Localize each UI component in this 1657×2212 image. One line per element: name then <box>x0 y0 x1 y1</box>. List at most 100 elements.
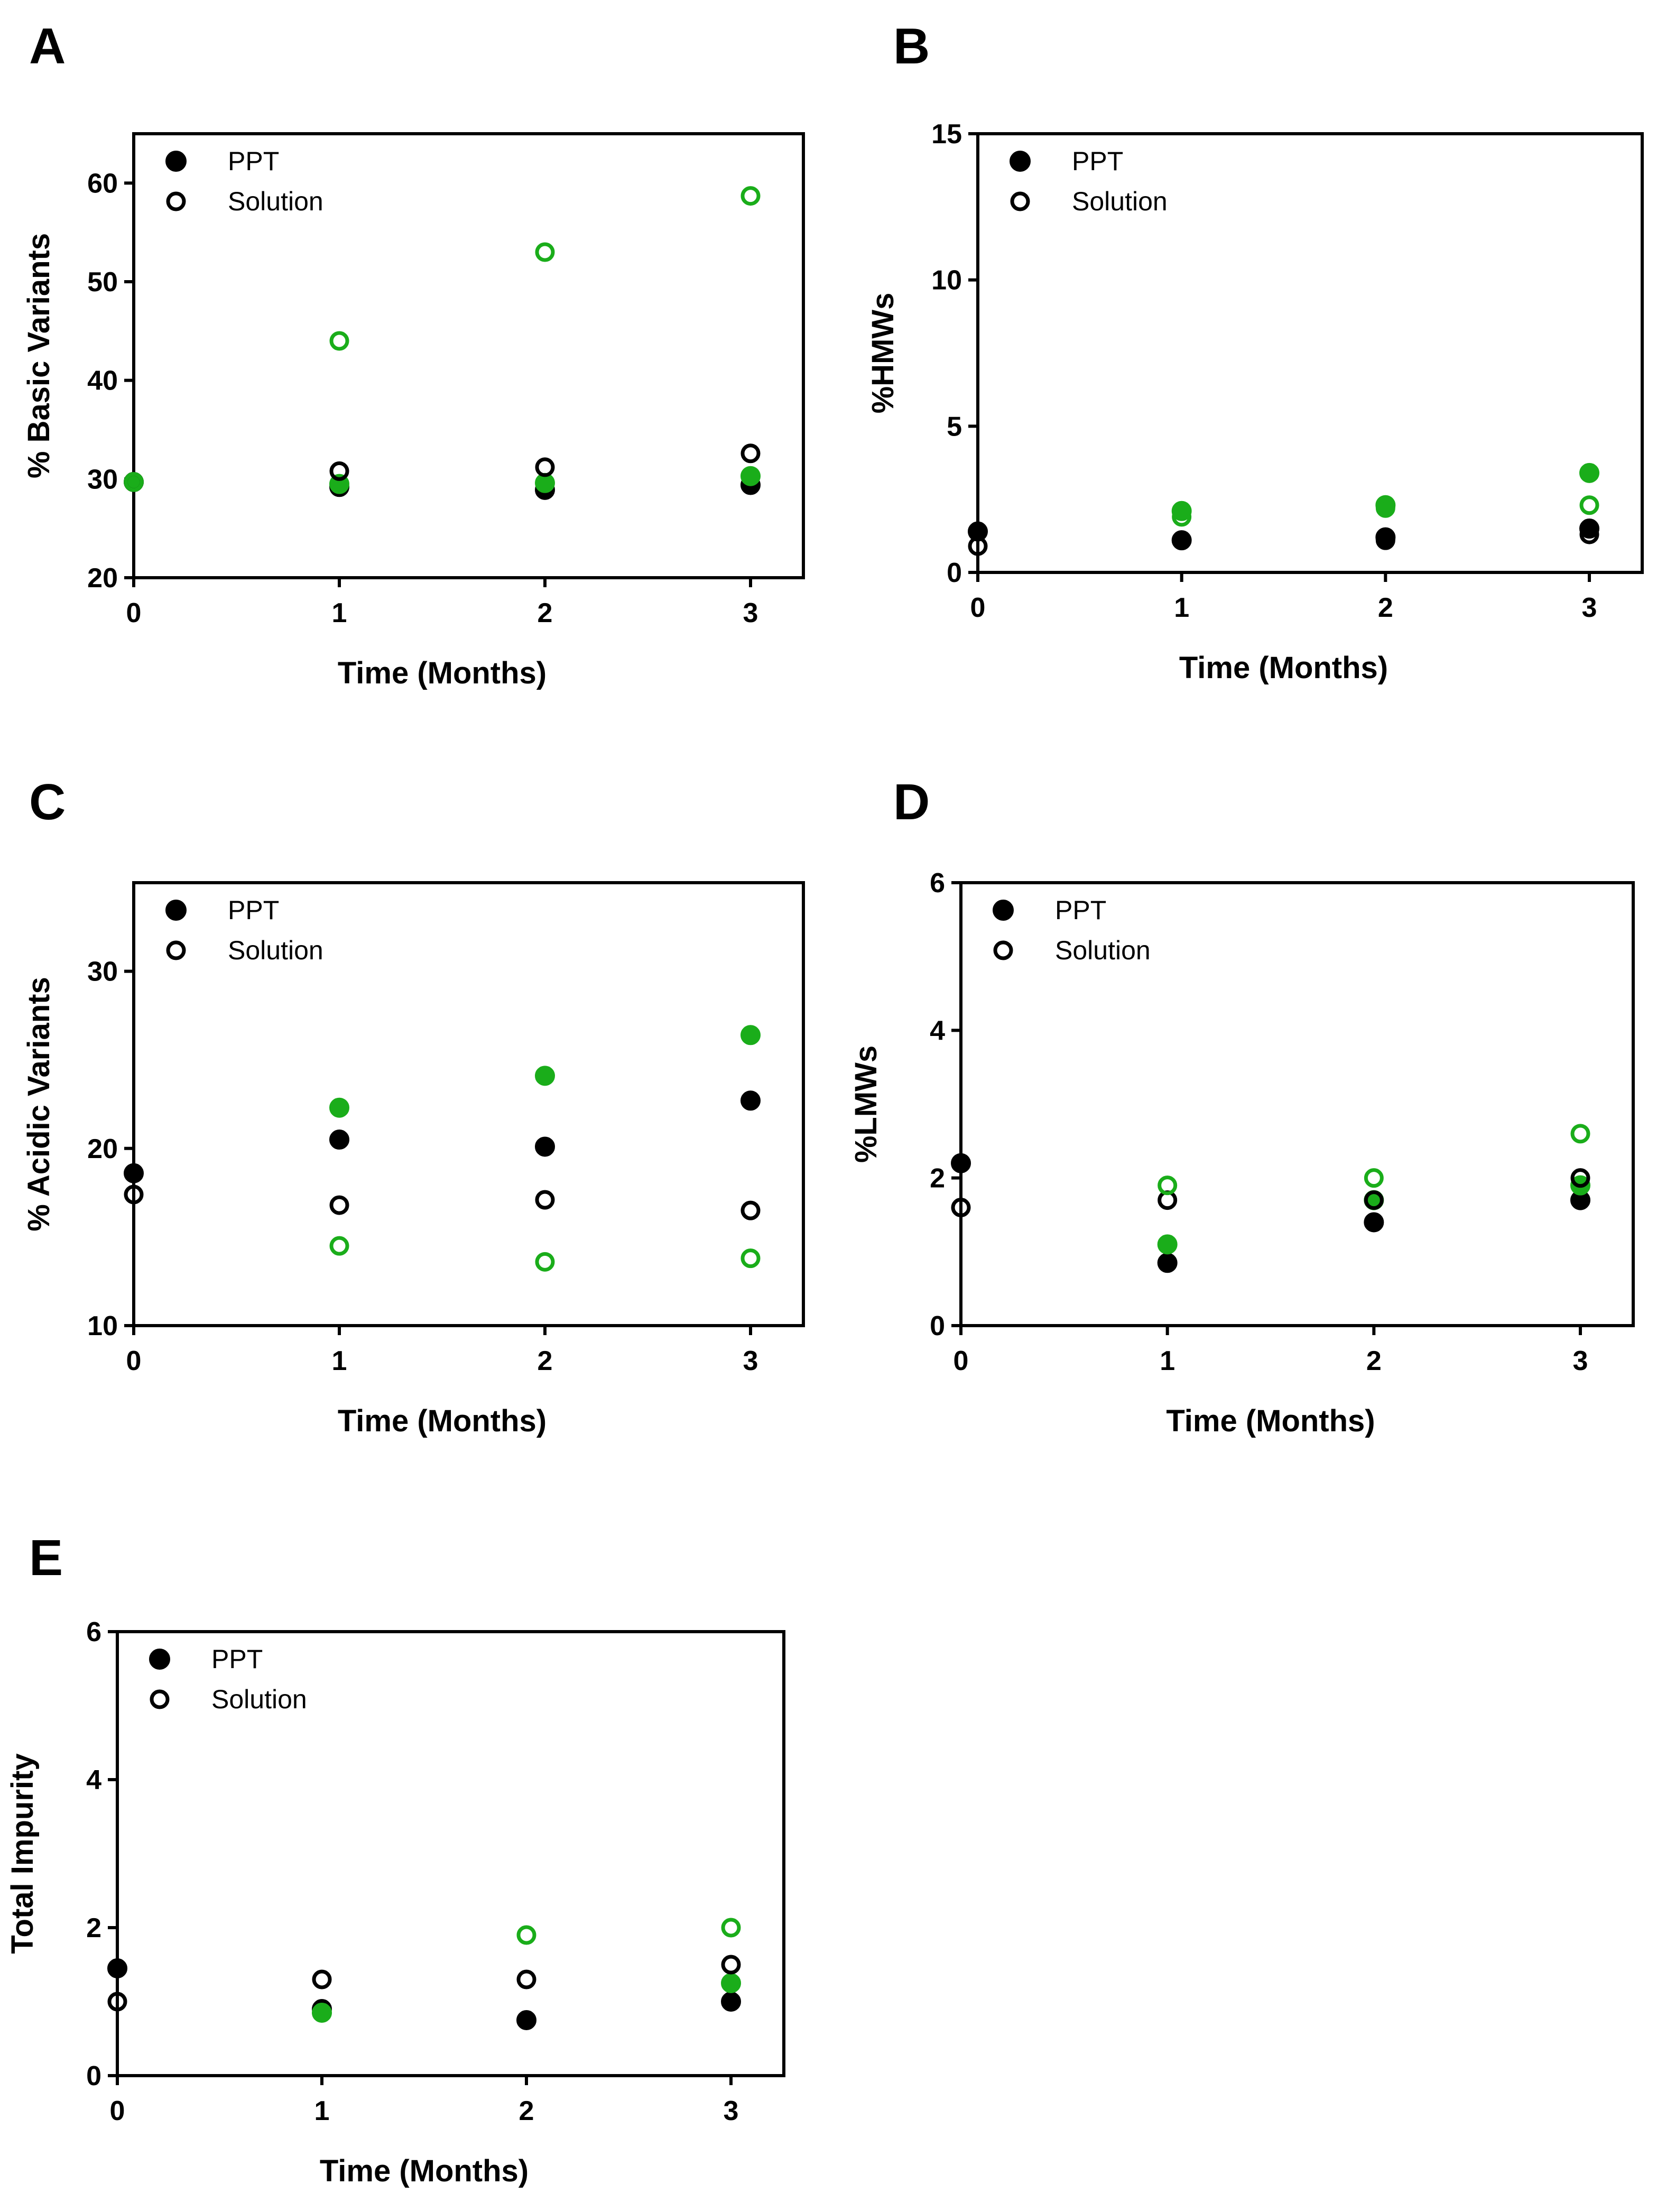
y-axis-title: Total Impurity <box>5 1753 40 1954</box>
y-tick-label: 6 <box>86 1617 101 1648</box>
panel-letter: C <box>29 774 66 830</box>
legend-marker-ppt <box>149 1649 170 1670</box>
legend-marker-solution <box>150 1689 170 1709</box>
data-point-solution-black <box>329 461 349 481</box>
x-tick-label: 0 <box>970 593 986 623</box>
plot-frame <box>132 881 805 1327</box>
data-point-solution-green <box>721 1918 741 1938</box>
y-tick-label: 6 <box>930 868 945 899</box>
x-tick-label: 3 <box>743 598 758 628</box>
data-point-ppt-green <box>329 1097 349 1118</box>
data-point-ppt-green <box>535 1066 555 1086</box>
legend-marker-solution <box>1010 191 1030 211</box>
data-point-solution-black <box>968 536 988 556</box>
data-point-ppt-black <box>535 1136 555 1157</box>
data-point-ppt-black <box>1579 519 1599 539</box>
data-point-ppt-green <box>312 2003 332 2023</box>
data-point-solution-black <box>535 457 555 477</box>
y-tick-label: 40 <box>87 366 118 396</box>
data-point-solution-green <box>740 186 761 206</box>
y-axis-title: % Basic Variants <box>22 233 56 478</box>
chart-panel-d: D 0 2 4 6 0 1 2 3 Time (Months) %LMWs PPT Solution <box>849 774 1635 1438</box>
x-axis-title: Time (Months) <box>1166 1404 1375 1438</box>
data-point-ppt-black <box>740 1090 761 1111</box>
data-point-solution-green <box>740 1248 761 1269</box>
legend-marker-ppt <box>165 151 187 172</box>
x-axis-title: Time (Months) <box>320 2154 529 2188</box>
y-tick-label: 2 <box>930 1163 945 1194</box>
x-tick-label: 3 <box>1573 1346 1588 1376</box>
y-tick-label: 0 <box>947 558 962 588</box>
y-tick-label: 50 <box>87 267 118 298</box>
plot-frame <box>976 132 1644 574</box>
x-tick-label: 3 <box>1582 593 1597 623</box>
data-point-solution-green <box>124 472 144 492</box>
legend-label-solution: Solution <box>1072 187 1168 216</box>
data-point-ppt-black <box>951 1153 971 1173</box>
plot-frame <box>959 881 1635 1327</box>
data-point-solution-black <box>740 443 761 464</box>
legend-label-solution: Solution <box>1055 936 1151 965</box>
x-tick-label: 0 <box>126 1346 142 1376</box>
data-point-ppt-green <box>1171 501 1192 521</box>
data-point-solution-green <box>1570 1124 1590 1144</box>
legend-marker-ppt <box>993 900 1014 921</box>
legend-marker-solution <box>166 191 186 211</box>
data-point-solution-green <box>329 1236 349 1256</box>
data-point-solution-black <box>312 1969 332 1989</box>
legend-label-solution: Solution <box>211 1685 307 1714</box>
x-tick-label: 1 <box>332 1346 347 1376</box>
data-point-ppt-green <box>740 1025 761 1045</box>
legend-label-ppt: PPT <box>1055 895 1106 925</box>
data-point-ppt-green <box>1579 462 1599 483</box>
legend-label-ppt: PPT <box>211 1644 263 1674</box>
y-tick-label: 20 <box>87 1134 118 1164</box>
data-point-solution-black <box>1375 530 1395 550</box>
data-point-solution-green <box>535 242 555 262</box>
data-point-ppt-green <box>1157 1234 1178 1255</box>
y-tick-label: 2 <box>86 1913 101 1943</box>
y-tick-label: 15 <box>931 119 962 150</box>
legend-label-ppt: PPT <box>228 895 279 925</box>
data-point-solution-black <box>1570 1168 1590 1188</box>
x-tick-label: 1 <box>314 2096 330 2126</box>
data-point-solution-black <box>1579 524 1599 544</box>
y-tick-label: 20 <box>87 563 118 594</box>
chart-panel-b: B 0 5 10 15 0 1 2 3 Time (Months) %HMWs PPT Solution <box>866 18 1644 685</box>
data-point-ppt-black <box>124 1163 144 1183</box>
x-tick-label: 0 <box>954 1346 969 1376</box>
legend-label-solution: Solution <box>228 936 323 965</box>
y-tick-label: 10 <box>931 265 962 296</box>
x-axis-title: Time (Months) <box>1179 651 1388 685</box>
x-tick-label: 1 <box>332 598 347 628</box>
y-tick-label: 0 <box>86 2061 101 2091</box>
y-tick-label: 60 <box>87 168 118 199</box>
data-point-ppt-black <box>107 1958 127 1978</box>
data-point-solution-green <box>1579 495 1599 515</box>
data-point-solution-black <box>124 1184 144 1205</box>
data-point-ppt-black <box>1157 1253 1178 1273</box>
y-tick-label: 30 <box>87 957 118 987</box>
data-point-solution-green <box>1364 1168 1384 1188</box>
x-axis-title: Time (Months) <box>338 656 547 690</box>
legend-marker-ppt <box>1010 151 1031 172</box>
chart-panel-c: C 10 20 30 0 1 2 3 Time (Months) % Acidic Variant… <box>22 774 805 1438</box>
legend-label-ppt: PPT <box>228 146 279 176</box>
data-point-solution-black <box>107 1992 127 2012</box>
data-point-solution-green <box>1172 507 1192 527</box>
panel-letter: A <box>29 18 66 75</box>
plot-frame <box>132 132 805 579</box>
y-axis-title: %LMWs <box>849 1045 883 1163</box>
y-tick-label: 4 <box>930 1015 945 1046</box>
panel-letter: D <box>893 774 930 830</box>
x-tick-label: 0 <box>126 598 142 628</box>
legend-marker-solution <box>166 940 186 960</box>
x-tick-label: 2 <box>519 2096 534 2126</box>
y-tick-label: 4 <box>86 1765 101 1795</box>
data-point-solution-black <box>951 1198 971 1218</box>
data-point-solution-black <box>516 1969 536 1989</box>
data-point-solution-green <box>329 331 349 351</box>
data-point-solution-green <box>1158 1176 1178 1196</box>
x-tick-label: 3 <box>724 2096 739 2126</box>
